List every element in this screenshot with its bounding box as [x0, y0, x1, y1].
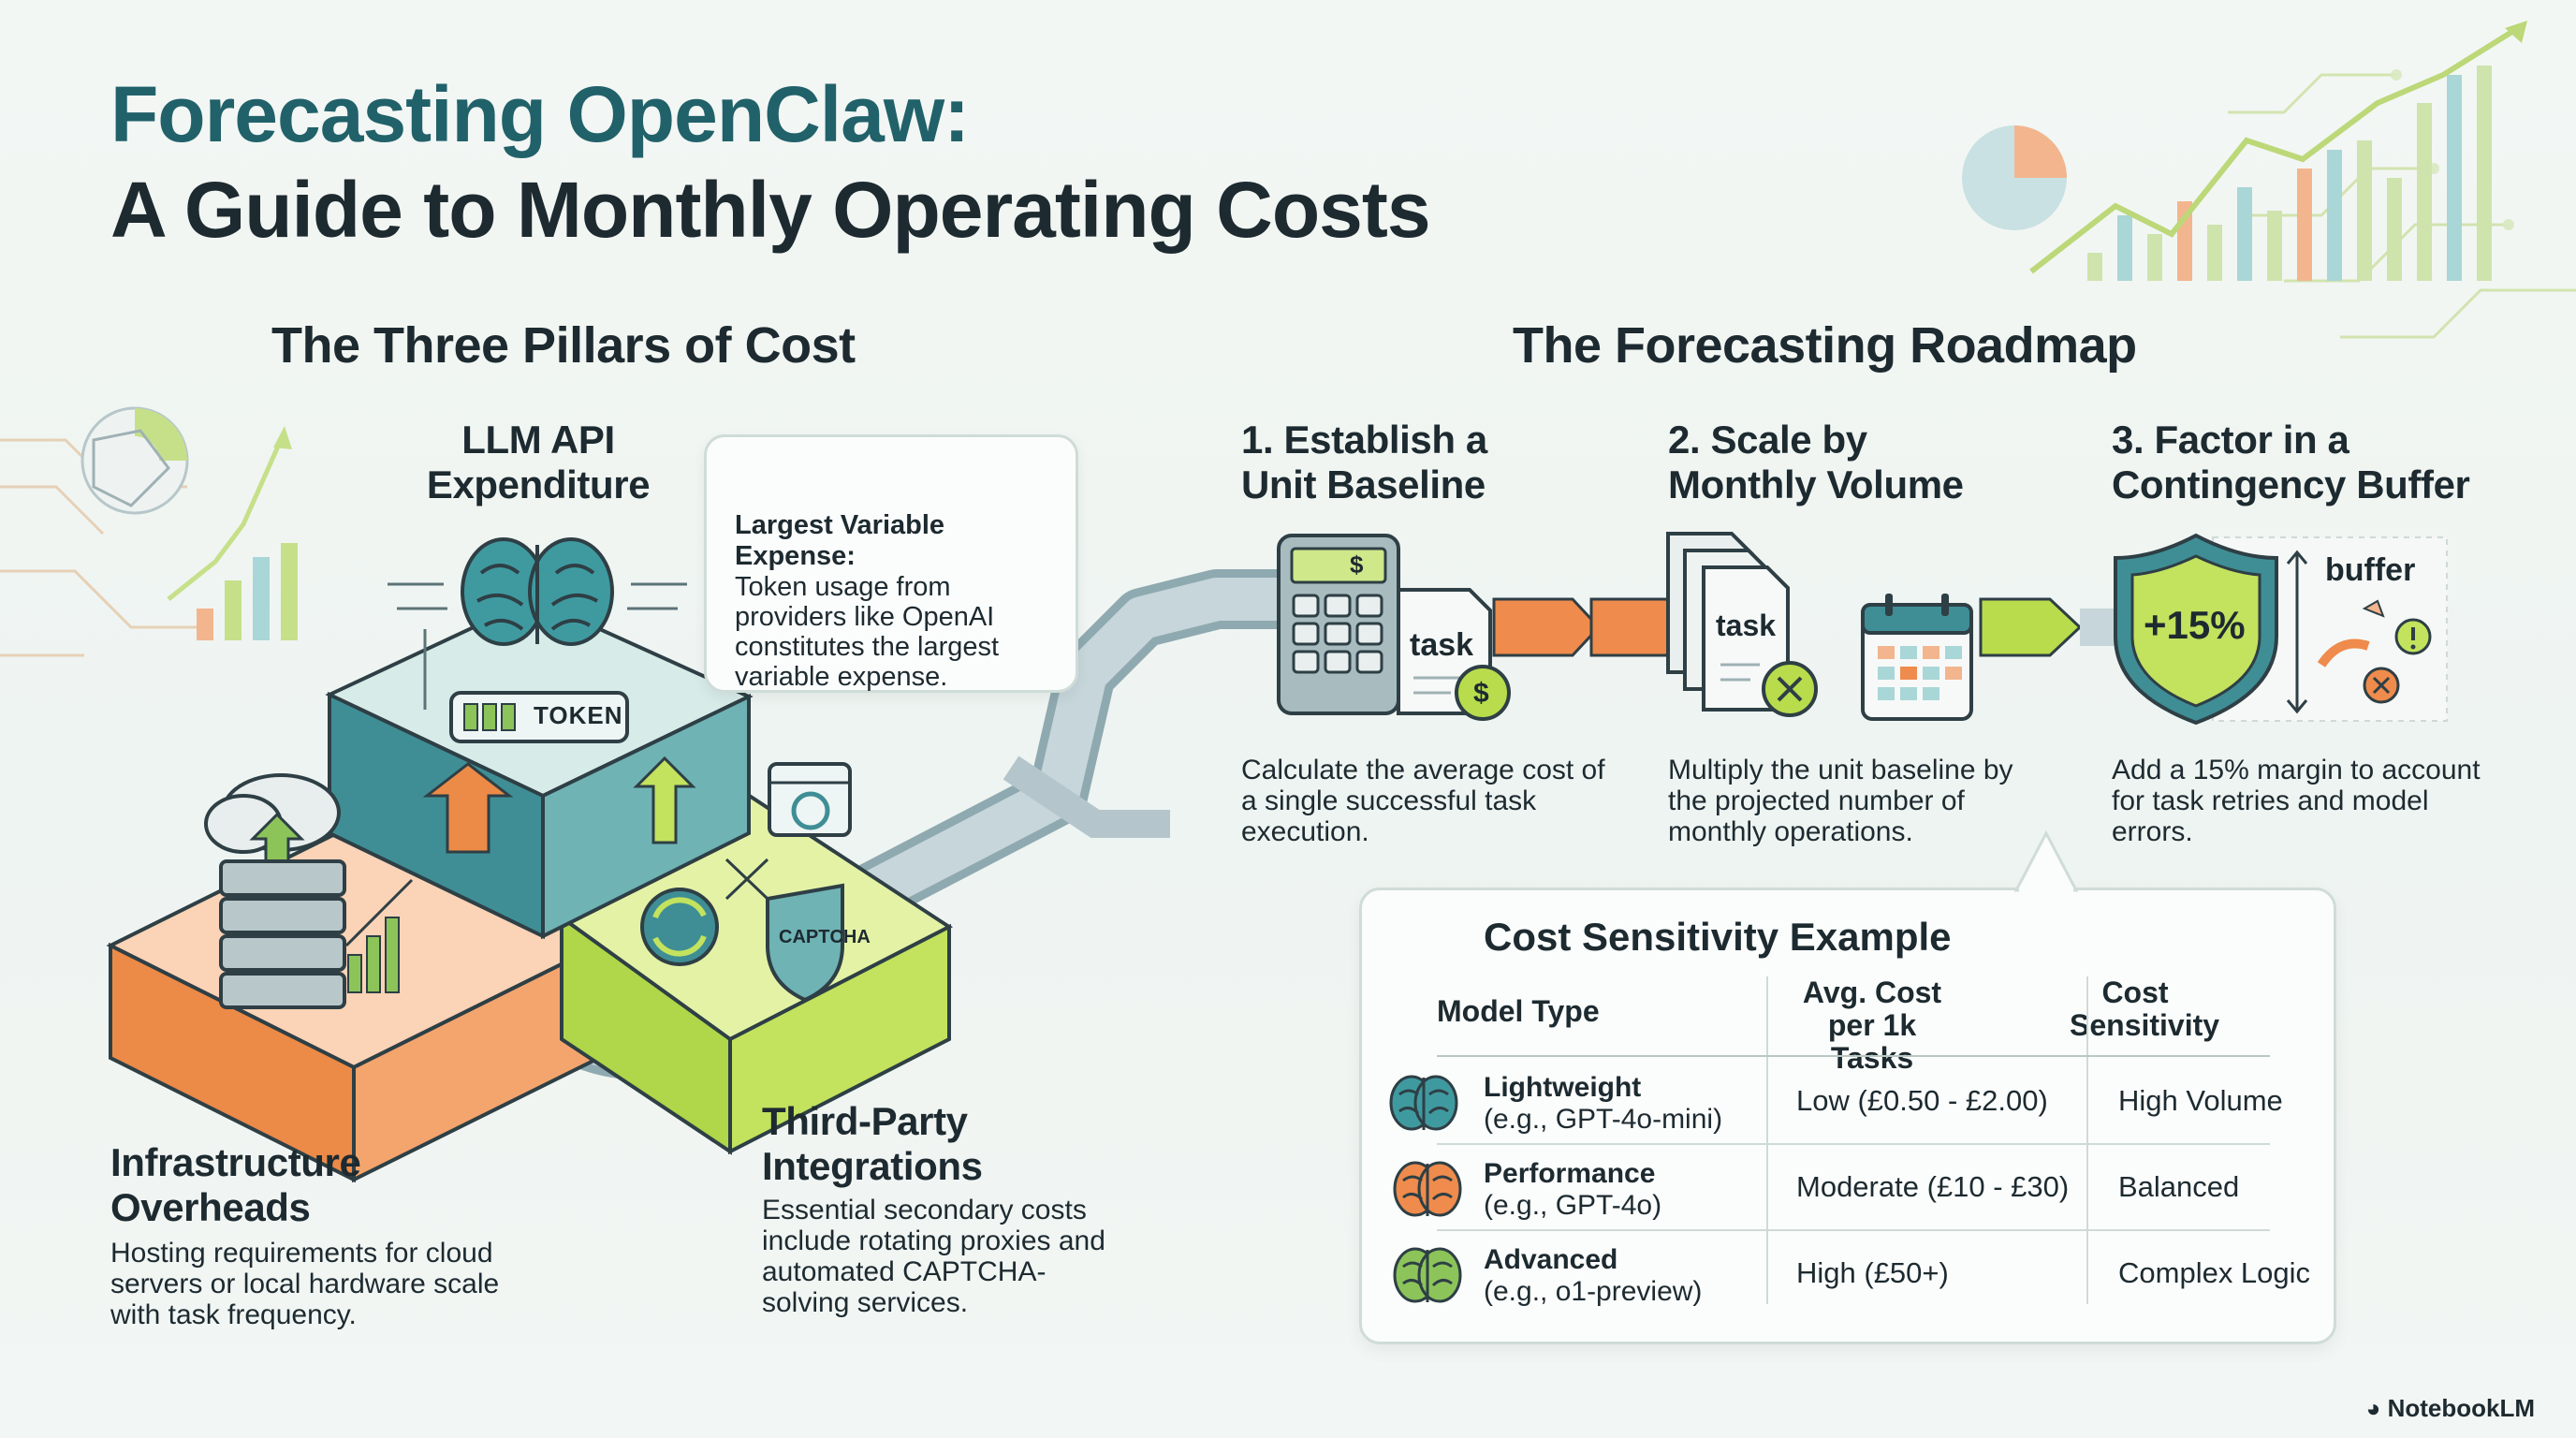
buffer-range-arrow [2286, 550, 2308, 714]
row1-model-name: Lightweight [1484, 1072, 1642, 1103]
header-sensitivity: Cost Sensitivity [2070, 976, 2220, 1042]
decor-chart-left [80, 406, 298, 640]
brand-label: ◕ NotebookLM [2366, 1394, 2535, 1423]
row3-sensitivity: Complex Logic [2118, 1256, 2311, 1289]
advanced-brain-icon [1393, 1247, 1462, 1303]
growth-chart-icon [1962, 21, 2527, 281]
error-icon [2363, 667, 2400, 704]
thirdparty-title: Third-Party Integrations [762, 1099, 983, 1188]
llm-title: LLM API Expenditure [426, 418, 651, 506]
step2-title: 2. Scale by Monthly Volume [1668, 418, 1964, 506]
row3-model-name: Advanced [1484, 1244, 1618, 1275]
header-model-type: Model Type [1437, 994, 1600, 1028]
row3-model-example: (e.g., o1-preview) [1484, 1276, 1703, 1307]
row1-cost: Low (£0.50 - £2.00) [1796, 1084, 2048, 1117]
brain-icon [388, 537, 687, 710]
cost-sensitivity-card: Cost Sensitivity Example Model Type Avg.… [1359, 888, 2336, 1344]
step3-title: 3. Factor in a Contingency Buffer [2112, 418, 2470, 506]
row1-sensitivity: High Volume [2118, 1084, 2283, 1117]
captcha-shield-icon [766, 883, 844, 1003]
buffer-label: buffer [2325, 552, 2416, 588]
page-title-line1: Forecasting OpenClaw: [110, 70, 970, 158]
row2-cost: Moderate (£10 - £30) [1796, 1170, 2070, 1203]
step1-title: 1. Establish a Unit Baseline [1241, 418, 1487, 506]
infrastructure-text: Hosting requirements for cloud servers o… [110, 1238, 500, 1330]
notebooklm-logo-icon: ◕ [2365, 1394, 2388, 1422]
retry-arrow-icon [2317, 599, 2385, 668]
row2-sensitivity: Balanced [2118, 1170, 2240, 1203]
pillars-heading: The Three Pillars of Cost [271, 317, 856, 374]
dollar-coin-icon [1455, 665, 1511, 721]
llm-callout-bold: Largest Variable Expense: [735, 510, 945, 571]
lightweight-brain-icon [1389, 1075, 1458, 1131]
shield-icon [2114, 533, 2278, 726]
llm-callout: Largest Variable Expense: Token usage fr… [704, 434, 1078, 693]
shield-percent-label: +15% [2144, 603, 2246, 647]
captcha-label: CAPTCHA [779, 927, 871, 947]
proxy-rotate-icon [640, 888, 719, 966]
calculator-icon [1277, 534, 1400, 715]
step2-task-label: task [1716, 609, 1777, 642]
roadmap-arrow-2 [1979, 597, 2083, 657]
expand-arrows-icon [724, 858, 769, 901]
token-badge [449, 691, 629, 743]
step2-text: Multiply the unit baseline by the projec… [1668, 755, 2013, 847]
llm-callout-text: Token usage from providers like OpenAI c… [735, 572, 1000, 692]
sensitivity-title: Cost Sensitivity Example [1484, 915, 1952, 959]
thirdparty-text: Essential secondary costs include rotati… [762, 1195, 1105, 1318]
page-title-line2: A Guide to Monthly Operating Costs [110, 166, 1431, 254]
header-avg-cost: Avg. Cost per 1k Tasks [1802, 976, 1942, 1075]
warning-icon [2394, 618, 2432, 655]
brand-text: NotebookLM [2387, 1394, 2535, 1422]
row2-model-name: Performance [1484, 1158, 1656, 1189]
row1-model-example: (e.g., GPT-4o-mini) [1484, 1104, 1723, 1135]
roadmap-heading: The Forecasting Roadmap [1513, 317, 2137, 374]
window-refresh-icon [768, 762, 852, 837]
infrastructure-title: Infrastructure Overheads [110, 1140, 361, 1229]
row3-cost: High (£50+) [1796, 1256, 1949, 1289]
calendar-icon [1861, 594, 1973, 721]
token-label: TOKEN [534, 701, 623, 729]
step3-text: Add a 15% margin to account for task ret… [2112, 755, 2481, 847]
step1-task-label: task [1410, 627, 1474, 663]
multiply-icon [1762, 661, 1818, 717]
performance-brain-icon [1393, 1161, 1462, 1217]
roadmap-arrow-1 [1492, 597, 1695, 657]
row2-model-example: (e.g., GPT-4o) [1484, 1190, 1662, 1221]
step1-text: Calculate the average cost of a single s… [1241, 755, 1605, 847]
calculator-dollar: $ [1350, 550, 1364, 579]
dollar-sign: $ [1473, 678, 1489, 709]
server-stack-icon [204, 773, 414, 1009]
